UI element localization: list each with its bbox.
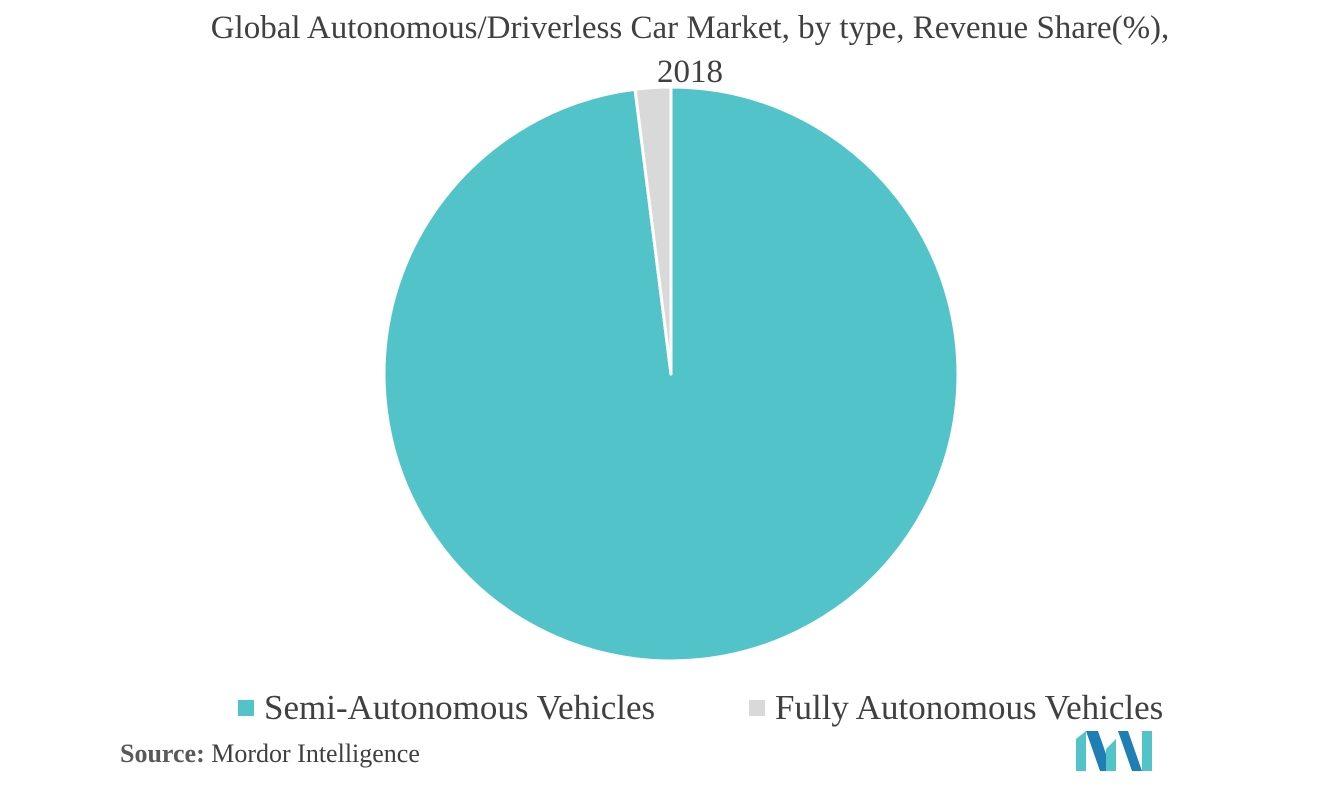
source-note: Source: Mordor Intelligence	[120, 736, 420, 772]
mordor-intelligence-logo-icon	[1076, 731, 1152, 771]
legend-label-semi-autonomous: Semi-Autonomous Vehicles	[264, 688, 656, 727]
legend-label-fully-autonomous: Fully Autonomous Vehicles	[775, 688, 1164, 727]
legend-item-semi-autonomous: Semi-Autonomous Vehicles	[238, 683, 655, 733]
legend-swatch-fully-autonomous	[749, 700, 765, 716]
source-label: Source:	[120, 739, 205, 768]
pie-slice-fully-autonomous-vehicles	[633, 85, 673, 376]
pie-slices	[382, 85, 960, 663]
source-text: Mordor Intelligence	[211, 739, 420, 768]
legend-swatch-semi-autonomous	[238, 700, 254, 716]
legend: Semi-Autonomous Vehicles Fully Autonomou…	[0, 683, 1321, 733]
legend-item-fully-autonomous: Fully Autonomous Vehicles	[749, 683, 1163, 733]
chart-title: Global Autonomous/Driverless Car Market,…	[210, 10, 1170, 90]
